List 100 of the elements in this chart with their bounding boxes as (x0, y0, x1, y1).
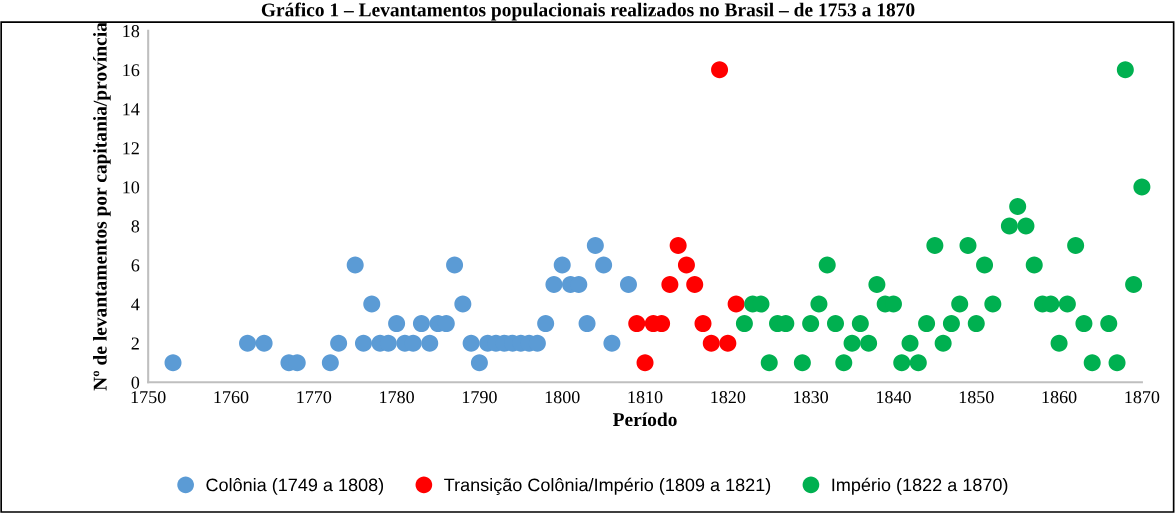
point (851, 315, 869, 333)
x-tick-label: 1770 (297, 391, 332, 404)
y-tick-label: 14 (123, 103, 140, 116)
y-tick-label: 6 (131, 259, 140, 272)
point (1050, 334, 1068, 352)
point (1108, 354, 1126, 372)
point (388, 315, 406, 333)
point (354, 334, 372, 352)
point (1058, 295, 1076, 313)
point (835, 354, 853, 372)
point (1075, 315, 1093, 333)
x-tick-label: 1860 (1042, 391, 1077, 404)
point (239, 334, 257, 352)
point (462, 334, 480, 352)
point (1083, 354, 1101, 372)
point (553, 256, 571, 274)
point (934, 334, 952, 352)
y-tick-label: 18 (123, 25, 140, 38)
x-axis-title: Período (612, 412, 677, 427)
x-tick-label: 1780 (380, 391, 414, 404)
y-tick-label: 4 (131, 298, 140, 311)
point (984, 295, 1002, 313)
point (735, 315, 753, 333)
point (1067, 237, 1085, 255)
x-tick-label: 1760 (214, 391, 249, 404)
x-tick-label: 1840 (877, 391, 911, 404)
legend-label: Império (1822 a 1870) (832, 477, 1008, 495)
y-tick-label: 0 (131, 376, 140, 389)
point (901, 334, 919, 352)
point (860, 334, 878, 352)
point (793, 354, 811, 372)
point (818, 256, 836, 274)
point (1009, 197, 1027, 215)
x-tick-label: 1850 (959, 391, 994, 404)
point (1116, 61, 1134, 79)
point (255, 334, 273, 352)
x-tick-label: 1810 (628, 391, 663, 404)
point (826, 315, 844, 333)
point (412, 315, 430, 333)
point (661, 276, 679, 294)
x-tick-label: 1830 (794, 391, 829, 404)
legend-label: Transição Colônia/Império (1809 a 1821) (444, 477, 771, 495)
chart-title: Gráfico 1 – Levantamentos populacionais realizados no Brasil – de 1753 a 1870 (261, 2, 915, 21)
point (711, 61, 729, 79)
y-tick-label: 10 (123, 181, 140, 194)
y-tick-label: 2 (131, 337, 139, 350)
point (926, 237, 944, 255)
point (321, 354, 339, 372)
point (363, 295, 381, 313)
x-tick-label: 1750 (131, 391, 166, 404)
point (346, 256, 364, 274)
point (843, 334, 861, 352)
x-tick-label: 1790 (462, 391, 497, 404)
point (164, 354, 182, 372)
point (893, 354, 911, 372)
point (1000, 217, 1018, 235)
point (959, 237, 977, 255)
point (537, 315, 555, 333)
point (1025, 256, 1043, 274)
point (727, 295, 745, 313)
point (1017, 217, 1035, 235)
point (330, 334, 348, 352)
point (446, 256, 464, 274)
point (1125, 276, 1143, 294)
point (810, 295, 828, 313)
point (545, 276, 563, 294)
legend-label: Colônia (1749 a 1808) (206, 477, 384, 495)
point (1133, 178, 1151, 196)
y-tick-label: 16 (123, 64, 140, 77)
x-tick-label: 1800 (545, 391, 580, 404)
y-axis-title: Nº de levantamentos por capitania/província (93, 22, 111, 391)
point (942, 315, 960, 333)
point (951, 295, 969, 313)
point (421, 334, 439, 352)
point (628, 315, 646, 333)
point (702, 334, 720, 352)
y-tick-label: 8 (131, 220, 140, 233)
y-tick-label: 12 (123, 142, 139, 155)
point (603, 334, 621, 352)
point (1100, 315, 1118, 333)
point (454, 295, 472, 313)
x-tick-label: 1820 (711, 391, 746, 404)
point (586, 237, 604, 255)
point (578, 315, 596, 333)
point (669, 237, 687, 255)
point (470, 354, 488, 372)
point (967, 315, 985, 333)
point (976, 256, 994, 274)
point (719, 334, 737, 352)
x-tick-label: 1870 (1125, 391, 1160, 404)
point (760, 354, 778, 372)
point (694, 315, 712, 333)
point (918, 315, 936, 333)
point (686, 276, 704, 294)
point (677, 256, 695, 274)
point (909, 354, 927, 372)
point (619, 276, 637, 294)
point (802, 315, 820, 333)
point (636, 354, 654, 372)
point (868, 276, 886, 294)
